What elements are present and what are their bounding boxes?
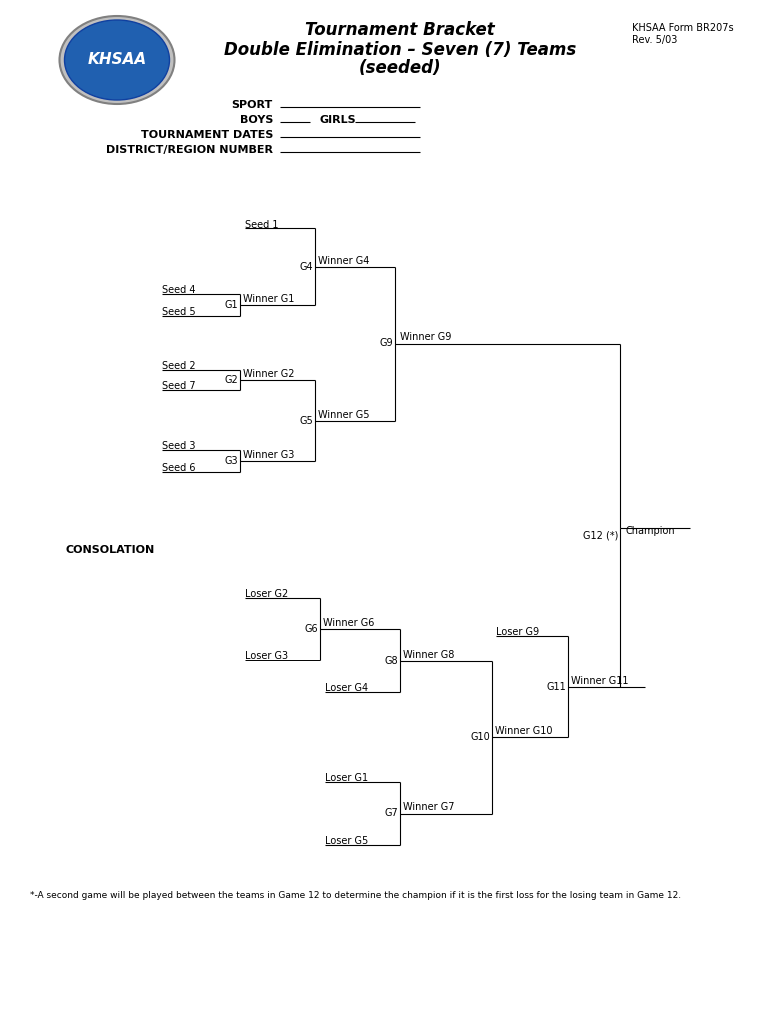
Text: Winner G3: Winner G3: [243, 450, 294, 460]
Text: G2: G2: [224, 375, 238, 385]
Text: Rev. 5/03: Rev. 5/03: [632, 35, 678, 45]
Text: G7: G7: [384, 809, 398, 818]
Text: KHSAA: KHSAA: [88, 52, 146, 68]
Text: (seeded): (seeded): [359, 59, 441, 77]
Text: Loser G9: Loser G9: [496, 627, 539, 637]
Text: Champion: Champion: [625, 526, 675, 536]
Text: Loser G2: Loser G2: [245, 589, 288, 599]
Text: Winner G8: Winner G8: [403, 649, 454, 659]
Text: GIRLS: GIRLS: [319, 115, 356, 125]
Text: Winner G5: Winner G5: [318, 410, 370, 420]
Text: G12 (*): G12 (*): [583, 530, 618, 540]
Text: Double Elimination – Seven (7) Teams: Double Elimination – Seven (7) Teams: [224, 41, 576, 59]
Text: G6: G6: [304, 624, 318, 634]
Text: G11: G11: [546, 682, 566, 691]
Text: G9: G9: [380, 339, 393, 348]
Text: Seed 3: Seed 3: [162, 441, 196, 451]
Text: Seed 1: Seed 1: [245, 220, 279, 230]
Text: G3: G3: [224, 456, 238, 466]
Text: Seed 5: Seed 5: [162, 307, 196, 317]
Text: CONSOLATION: CONSOLATION: [65, 545, 154, 555]
Text: G5: G5: [300, 416, 313, 426]
Text: Winner G10: Winner G10: [495, 726, 553, 736]
Text: Winner G7: Winner G7: [403, 803, 454, 812]
Text: G1: G1: [224, 300, 238, 310]
Text: Loser G4: Loser G4: [325, 683, 368, 693]
Text: Winner G1: Winner G1: [243, 294, 294, 304]
Text: Seed 7: Seed 7: [162, 381, 196, 391]
Text: BOYS: BOYS: [239, 115, 273, 125]
Text: G8: G8: [384, 655, 398, 666]
Text: Winner G11: Winner G11: [571, 676, 628, 685]
Text: SPORT: SPORT: [232, 100, 273, 110]
Text: G10: G10: [470, 732, 490, 742]
Text: Winner G9: Winner G9: [400, 333, 451, 342]
Text: Loser G1: Loser G1: [325, 773, 368, 783]
Text: *-A second game will be played between the teams in Game 12 to determine the cha: *-A second game will be played between t…: [30, 891, 681, 900]
Text: KHSAA Form BR207s: KHSAA Form BR207s: [632, 23, 734, 33]
Text: Seed 2: Seed 2: [162, 361, 196, 371]
Text: DISTRICT/REGION NUMBER: DISTRICT/REGION NUMBER: [106, 145, 273, 155]
Text: Loser G5: Loser G5: [325, 836, 368, 846]
Text: Seed 4: Seed 4: [162, 285, 196, 295]
Text: Tournament Bracket: Tournament Bracket: [305, 22, 495, 39]
Ellipse shape: [59, 16, 175, 104]
Text: Winner G6: Winner G6: [323, 618, 374, 628]
Text: TOURNAMENT DATES: TOURNAMENT DATES: [141, 130, 273, 140]
Ellipse shape: [65, 20, 169, 100]
Text: Winner G4: Winner G4: [318, 256, 370, 265]
Text: Seed 6: Seed 6: [162, 463, 196, 473]
Text: Loser G3: Loser G3: [245, 651, 288, 662]
Text: Winner G2: Winner G2: [243, 369, 294, 379]
Text: G4: G4: [300, 261, 313, 271]
